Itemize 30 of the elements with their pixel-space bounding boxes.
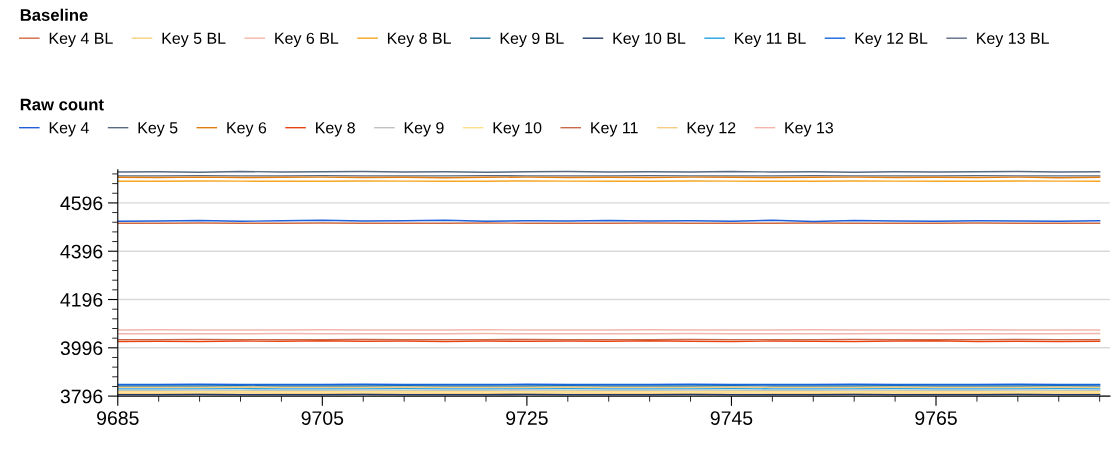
y-tick-label: 3796 <box>60 389 103 404</box>
x-tick-label: 9705 <box>301 411 344 425</box>
text: Raw count <box>20 98 104 111</box>
legend-label: Key 13 <box>785 122 834 137</box>
legend-label: Key 8 BL <box>387 32 451 48</box>
legend-label: Key 11 <box>591 122 638 137</box>
legend-label: Key 9 BL <box>500 32 564 48</box>
legend-label: Key 4 <box>49 122 89 137</box>
x-tick-label: 9765 <box>915 411 957 425</box>
legend-label: Key 12 BL <box>855 32 928 48</box>
legend-label: Key 13 BL <box>977 32 1049 48</box>
legend-label: Key 8 <box>316 122 355 137</box>
legend-label: Key 12 <box>687 122 736 137</box>
legend-label: Key 5 BL <box>162 32 226 48</box>
legend-label: Key 5 <box>138 122 178 137</box>
legend-label: Key 4 BL <box>49 32 113 48</box>
legend-label: Key 6 <box>227 122 267 137</box>
x-tick-label: 9745 <box>710 411 753 425</box>
y-tick-label: 3996 <box>60 341 103 356</box>
x-tick-label: 9685 <box>97 411 139 425</box>
legend-label: Key 9 <box>404 122 444 137</box>
legend-label: Key 6 BL <box>275 32 339 48</box>
x-tick-label: 9725 <box>506 411 548 425</box>
y-tick-label: 4396 <box>60 244 103 259</box>
legend-label: Key 10 BL <box>613 32 686 48</box>
y-tick-label: 4196 <box>60 292 103 307</box>
legend-label: Key 11 BL <box>735 32 806 48</box>
text: Baseline <box>20 8 88 21</box>
legend-label: Key 10 <box>493 122 542 137</box>
y-tick-label: 4596 <box>60 196 103 211</box>
